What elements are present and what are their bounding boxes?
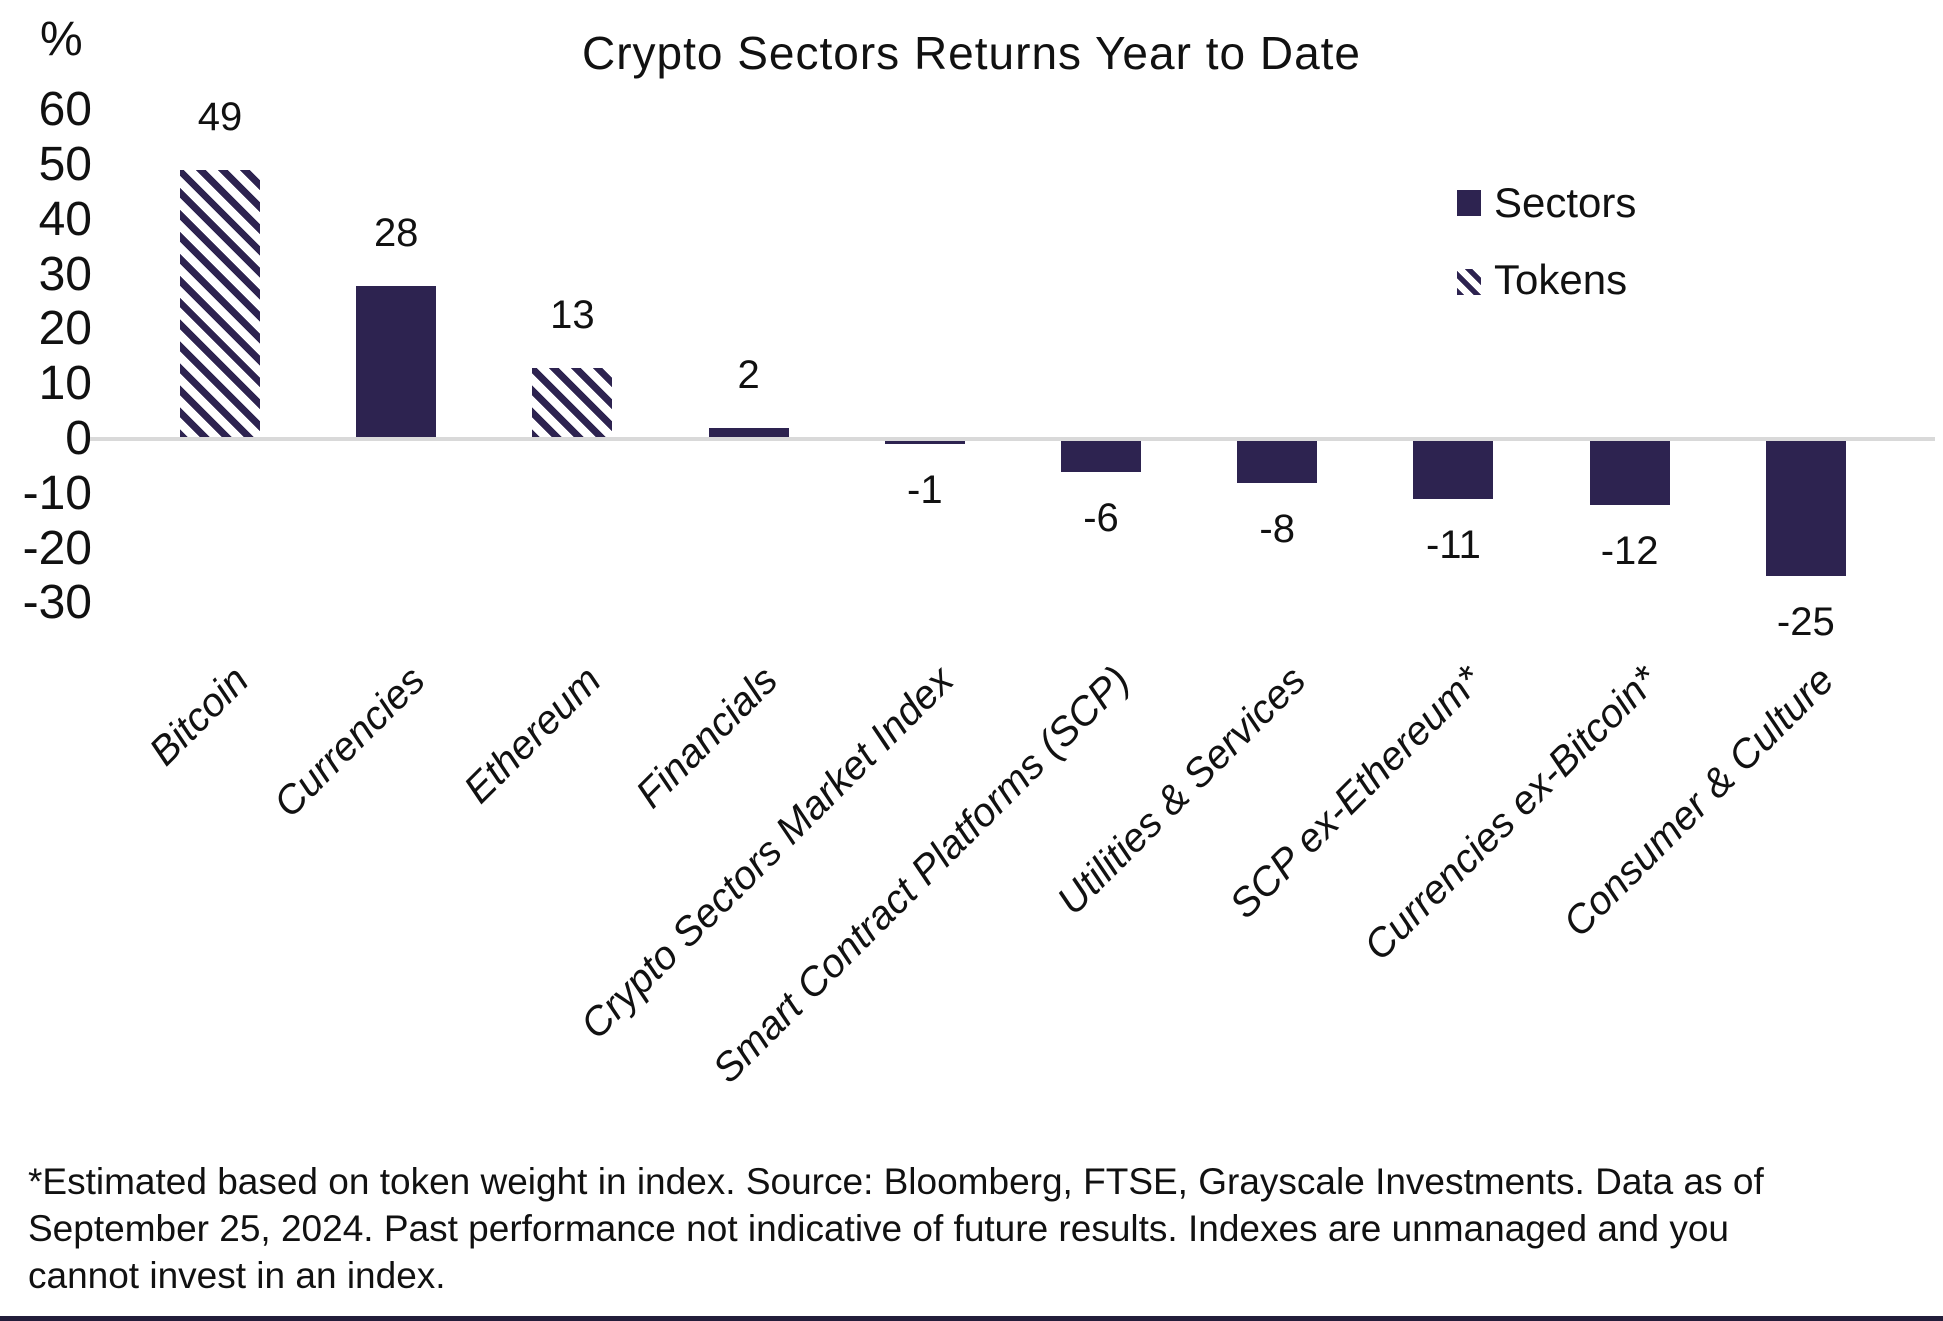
y-tick-label: 10	[38, 357, 92, 411]
bottom-border-rule	[0, 1316, 1943, 1321]
value-label-utilities-services: -8	[1259, 506, 1295, 551]
y-tick-label: -20	[22, 521, 92, 575]
zero-axis-line	[90, 437, 1935, 441]
legend-item-sectors: Sectors	[1457, 180, 1636, 226]
x-tick-label: Currencies	[265, 658, 434, 826]
x-tick-label: Currencies ex-Bitcoin*	[1355, 658, 1667, 969]
bar-smart-contract-platforms-scp	[1061, 439, 1141, 472]
y-tick-label: 30	[38, 247, 92, 301]
value-label-ethereum: 13	[550, 292, 595, 337]
x-tick-label: Crypto Sectors Market Index	[572, 658, 962, 1048]
bar-utilities-services	[1237, 439, 1318, 483]
bar-ethereum	[532, 367, 613, 439]
value-label-consumer-culture: -25	[1776, 600, 1835, 644]
value-label-currencies: 28	[373, 210, 419, 255]
x-tick-label: Financials	[627, 658, 786, 817]
bar-scp-ex-ethereum	[1413, 439, 1494, 500]
value-label-crypto-sectors-market-index: -1	[907, 468, 943, 513]
sectors-solid-swatch-icon	[1457, 190, 1481, 216]
bar-consumer-culture	[1765, 439, 1846, 576]
legend-item-tokens: Tokens	[1457, 257, 1627, 303]
chart-title: Crypto Sectors Returns Year to Date	[581, 27, 1362, 79]
y-tick-label: 0	[65, 412, 92, 465]
value-label-bitcoin: 49	[197, 95, 243, 140]
tokens-hatched-swatch-icon	[1457, 269, 1481, 295]
legend-label-sectors: Sectors	[1494, 179, 1637, 226]
value-label-currencies-ex-bitcoin: -12	[1600, 528, 1659, 573]
x-tick-label: Ethereum	[455, 658, 610, 812]
y-tick-label: 50	[38, 138, 92, 191]
y-tick-label: -10	[22, 466, 92, 520]
x-tick-label: Bitcoin	[141, 658, 258, 775]
y-tick-label: -30	[22, 576, 92, 630]
footnote-line-1: *Estimated based on token weight in inde…	[28, 1161, 1764, 1202]
bar-bitcoin	[180, 170, 260, 439]
bar-financials	[708, 428, 789, 439]
footnote-line-3: cannot invest in an index.	[28, 1255, 446, 1296]
value-label-financials: 2	[737, 353, 760, 398]
y-tick-label: 40	[38, 192, 92, 246]
bar-currencies-ex-bitcoin	[1589, 439, 1670, 505]
y-axis-unit-label: %	[40, 13, 83, 66]
value-label-scp-ex-ethereum: -11	[1425, 523, 1481, 568]
bar-currencies	[356, 285, 437, 439]
bar-crypto-sectors-market-index	[884, 439, 965, 445]
y-tick-label: 60	[38, 83, 92, 137]
footnote: *Estimated based on token weight in inde…	[28, 1158, 1928, 1299]
legend-label-tokens: Tokens	[1494, 256, 1628, 303]
value-label-smart-contract-platforms-scp: -6	[1083, 495, 1119, 540]
y-tick-label: 20	[38, 302, 92, 356]
footnote-line-2: September 25, 2024. Past performance not…	[28, 1208, 1729, 1249]
